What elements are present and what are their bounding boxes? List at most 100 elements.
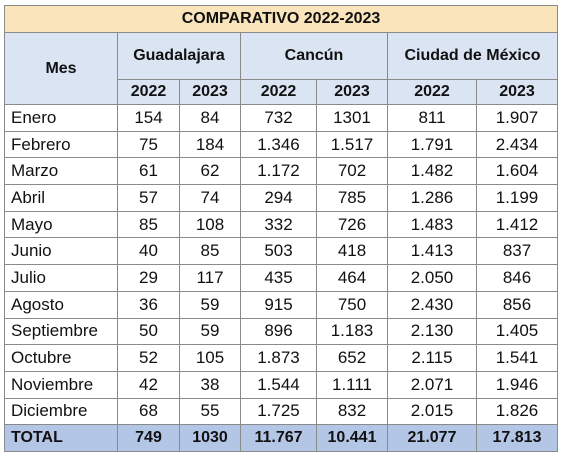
month-cell: Junio <box>4 237 118 266</box>
value-cell: 915 <box>240 290 317 319</box>
value-cell: 2.115 <box>387 344 477 372</box>
value-cell: 1.946 <box>476 370 558 399</box>
month-cell: Abril <box>4 184 118 212</box>
value-cell: 332 <box>240 210 317 239</box>
table-row: Diciembre 68 55 1.725 832 2.015 1.826 <box>4 397 558 426</box>
total-cell: 21.077 <box>387 424 477 453</box>
total-cell: 1030 <box>179 424 241 453</box>
total-cell: 749 <box>117 424 180 453</box>
value-cell: 750 <box>316 290 388 319</box>
value-cell: 1.604 <box>476 157 558 186</box>
value-cell: 2.130 <box>387 317 477 346</box>
value-cell: 2.434 <box>476 130 558 159</box>
value-cell: 503 <box>240 237 317 266</box>
city-header-cdmx: Ciudad de México <box>387 32 558 80</box>
value-cell: 1.483 <box>387 210 477 239</box>
month-cell: Mayo <box>4 210 118 239</box>
value-cell: 59 <box>179 317 241 346</box>
value-cell: 1.482 <box>387 157 477 186</box>
value-cell: 38 <box>179 370 241 399</box>
month-cell: Diciembre <box>4 397 118 426</box>
value-cell: 117 <box>179 264 241 292</box>
month-column-header: Mes <box>4 32 118 105</box>
value-cell: 154 <box>117 104 180 132</box>
value-cell: 832 <box>316 397 388 426</box>
value-cell: 84 <box>179 104 241 132</box>
value-cell: 418 <box>316 237 388 266</box>
value-cell: 846 <box>476 264 558 292</box>
value-cell: 1301 <box>316 104 388 132</box>
value-cell: 435 <box>240 264 317 292</box>
value-cell: 1.111 <box>316 370 388 399</box>
city-header-guadalajara: Guadalajara <box>117 32 241 80</box>
value-cell: 1.517 <box>316 130 388 159</box>
value-cell: 726 <box>316 210 388 239</box>
table-row: Enero 154 84 732 1301 811 1.907 <box>4 104 558 132</box>
month-cell: Enero <box>4 104 118 132</box>
value-cell: 702 <box>316 157 388 186</box>
year-header: 2023 <box>476 79 558 105</box>
value-cell: 1.907 <box>476 104 558 132</box>
value-cell: 1.413 <box>387 237 477 266</box>
month-cell: Agosto <box>4 290 118 319</box>
month-cell: Octubre <box>4 344 118 372</box>
value-cell: 50 <box>117 317 180 346</box>
value-cell: 811 <box>387 104 477 132</box>
value-cell: 896 <box>240 317 317 346</box>
value-cell: 52 <box>117 344 180 372</box>
value-cell: 652 <box>316 344 388 372</box>
year-header: 2022 <box>240 79 317 105</box>
value-cell: 2.015 <box>387 397 477 426</box>
table-row: Julio 29 117 435 464 2.050 846 <box>4 264 558 292</box>
table-row: Octubre 52 105 1.873 652 2.115 1.541 <box>4 344 558 372</box>
total-row: TOTAL 749 1030 11.767 10.441 21.077 17.8… <box>4 424 558 453</box>
month-cell: Noviembre <box>4 370 118 399</box>
table-row: Agosto 36 59 915 750 2.430 856 <box>4 290 558 319</box>
comparison-table: COMPARATIVO 2022-2023 Mes Guadalajara Ca… <box>4 5 558 453</box>
value-cell: 1.286 <box>387 184 477 212</box>
total-cell: 17.813 <box>476 424 558 453</box>
value-cell: 294 <box>240 184 317 212</box>
value-cell: 1.405 <box>476 317 558 346</box>
city-header-cancun: Cancún <box>240 32 388 80</box>
value-cell: 74 <box>179 184 241 212</box>
value-cell: 732 <box>240 104 317 132</box>
value-cell: 1.199 <box>476 184 558 212</box>
table-row: Mayo 85 108 332 726 1.483 1.412 <box>4 210 558 239</box>
year-header: 2023 <box>179 79 241 105</box>
value-cell: 1.183 <box>316 317 388 346</box>
month-cell: Julio <box>4 264 118 292</box>
value-cell: 68 <box>117 397 180 426</box>
table-row: Abril 57 74 294 785 1.286 1.199 <box>4 184 558 212</box>
value-cell: 184 <box>179 130 241 159</box>
month-cell: Febrero <box>4 130 118 159</box>
value-cell: 1.826 <box>476 397 558 426</box>
value-cell: 785 <box>316 184 388 212</box>
value-cell: 75 <box>117 130 180 159</box>
value-cell: 57 <box>117 184 180 212</box>
value-cell: 837 <box>476 237 558 266</box>
value-cell: 108 <box>179 210 241 239</box>
value-cell: 36 <box>117 290 180 319</box>
value-cell: 2.430 <box>387 290 477 319</box>
table-row: Junio 40 85 503 418 1.413 837 <box>4 237 558 266</box>
value-cell: 464 <box>316 264 388 292</box>
value-cell: 856 <box>476 290 558 319</box>
month-cell: Marzo <box>4 157 118 186</box>
value-cell: 1.544 <box>240 370 317 399</box>
year-header: 2022 <box>117 79 180 105</box>
value-cell: 42 <box>117 370 180 399</box>
comparison-table-container: COMPARATIVO 2022-2023 Mes Guadalajara Ca… <box>4 5 558 453</box>
value-cell: 1.725 <box>240 397 317 426</box>
total-cell: 10.441 <box>316 424 388 453</box>
value-cell: 1.412 <box>476 210 558 239</box>
year-header: 2023 <box>316 79 388 105</box>
year-header: 2022 <box>387 79 477 105</box>
value-cell: 1.873 <box>240 344 317 372</box>
total-cell: 11.767 <box>240 424 317 453</box>
total-label: TOTAL <box>4 424 118 453</box>
value-cell: 29 <box>117 264 180 292</box>
table-row: Febrero 75 184 1.346 1.517 1.791 2.434 <box>4 130 558 159</box>
value-cell: 62 <box>179 157 241 186</box>
value-cell: 2.050 <box>387 264 477 292</box>
